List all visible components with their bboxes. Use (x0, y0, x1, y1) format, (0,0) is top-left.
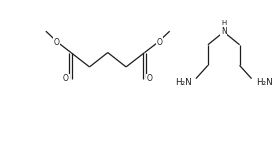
Text: N: N (221, 27, 227, 36)
Text: H₂N: H₂N (175, 78, 192, 87)
Text: H: H (221, 20, 226, 26)
Text: O: O (147, 74, 152, 83)
Text: O: O (53, 38, 59, 47)
Text: H₂N: H₂N (256, 78, 272, 87)
Text: O: O (63, 74, 69, 83)
Text: O: O (156, 38, 162, 47)
